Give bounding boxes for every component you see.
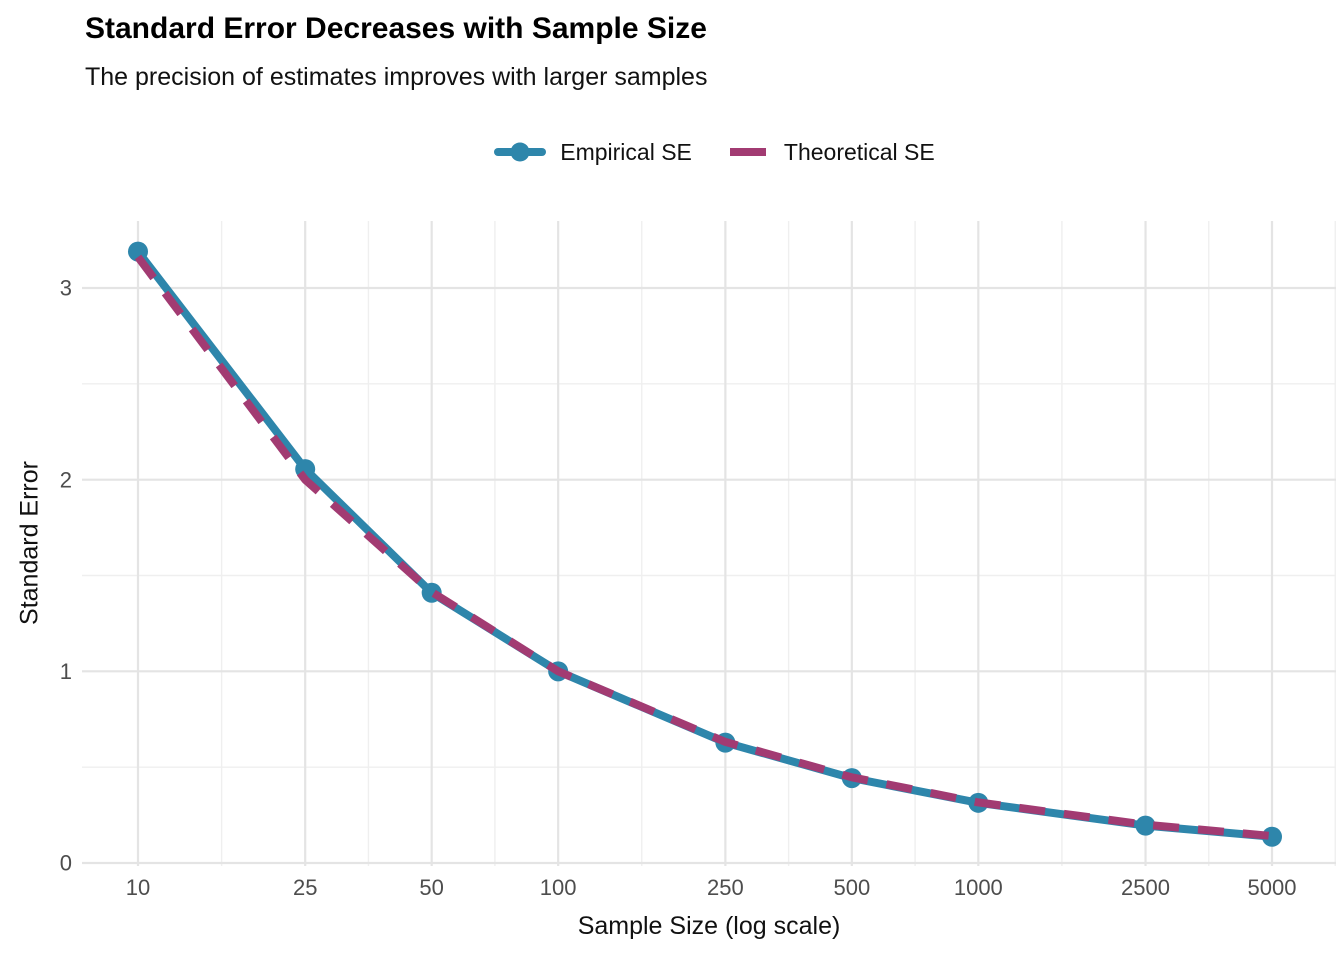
x-tick-label: 1000 [954,875,1003,900]
legend: Empirical SE Theoretical SE [85,130,1344,174]
y-tick-label: 2 [60,467,72,492]
x-tick-label: 100 [540,875,577,900]
x-tick-label: 250 [707,875,744,900]
chart-title: Standard Error Decreases with Sample Siz… [85,12,707,45]
legend-item-theoretical: Theoretical SE [726,139,935,166]
theoretical-key-icon [729,148,766,156]
x-axis-title: Sample Size (log scale) [577,912,841,940]
x-tick-label: 10 [126,875,150,900]
empirical-se-point [1135,815,1156,836]
empirical-se-point [128,241,148,262]
chart-subtitle: The precision of estimates improves with… [85,63,708,91]
legend-label-theoretical: Theoretical SE [783,138,935,165]
y-axis-title: Standard Error [15,461,44,625]
x-tick-label: 25 [293,875,317,900]
legend-item-empirical: Empirical SE [494,139,692,166]
x-tick-label: 2500 [1121,875,1170,900]
y-tick-label: 3 [60,276,72,301]
empirical-se-line [134,247,1276,841]
theoretical-se-line [134,254,1273,840]
empirical-key-icon [494,142,547,162]
y-tick-label: 0 [60,851,72,876]
legend-label-empirical: Empirical SE [560,138,692,165]
x-tick-label: 500 [833,875,870,900]
x-tick-label: 5000 [1248,875,1297,900]
y-tick-label: 1 [60,659,72,684]
x-tick-label: 50 [419,875,443,900]
